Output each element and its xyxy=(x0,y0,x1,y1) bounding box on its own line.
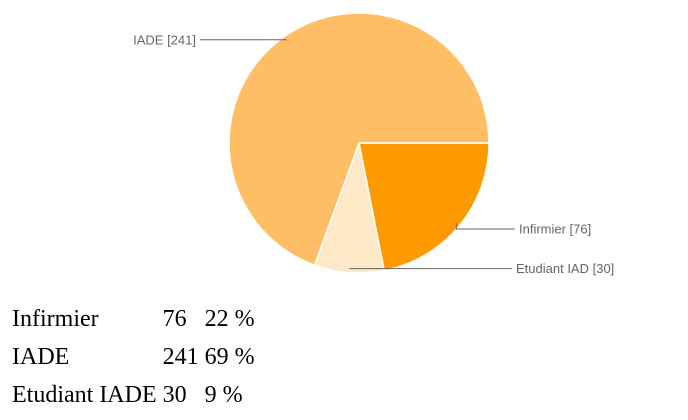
row-percent: 22 % xyxy=(204,305,255,332)
table-row: IADE 241 69 % xyxy=(12,338,259,376)
pie-slice-iade xyxy=(228,12,490,267)
callout-label: Etudiant IAD [30] xyxy=(516,261,614,276)
callout-leader-line xyxy=(455,223,515,230)
row-count: 241 xyxy=(162,343,199,370)
table-row: Infirmier 76 22 % xyxy=(12,300,259,338)
row-percent: 9 % xyxy=(204,381,243,408)
row-count: 76 xyxy=(162,305,187,332)
callout-label: IADE [241] xyxy=(133,32,196,47)
row-name: Infirmier xyxy=(12,305,99,332)
row-count: 30 xyxy=(162,381,187,408)
summary-table: Infirmier 76 22 % IADE 241 69 % Etudiant… xyxy=(12,300,259,414)
pie-slices xyxy=(228,12,490,274)
pie-chart: Infirmier [76] Etudiant IAD [30] IADE [241… xyxy=(133,12,614,276)
row-name: Etudiant IADE xyxy=(12,381,157,408)
row-name: IADE xyxy=(12,343,70,370)
row-percent: 69 % xyxy=(204,343,255,370)
table-row: Etudiant IADE 30 9 % xyxy=(12,376,259,414)
callout-label: Infirmier [76] xyxy=(519,222,591,237)
pie-callouts: Infirmier [76] Etudiant IAD [30] IADE [241… xyxy=(133,32,614,276)
pie-slice-infirmier xyxy=(358,142,490,272)
